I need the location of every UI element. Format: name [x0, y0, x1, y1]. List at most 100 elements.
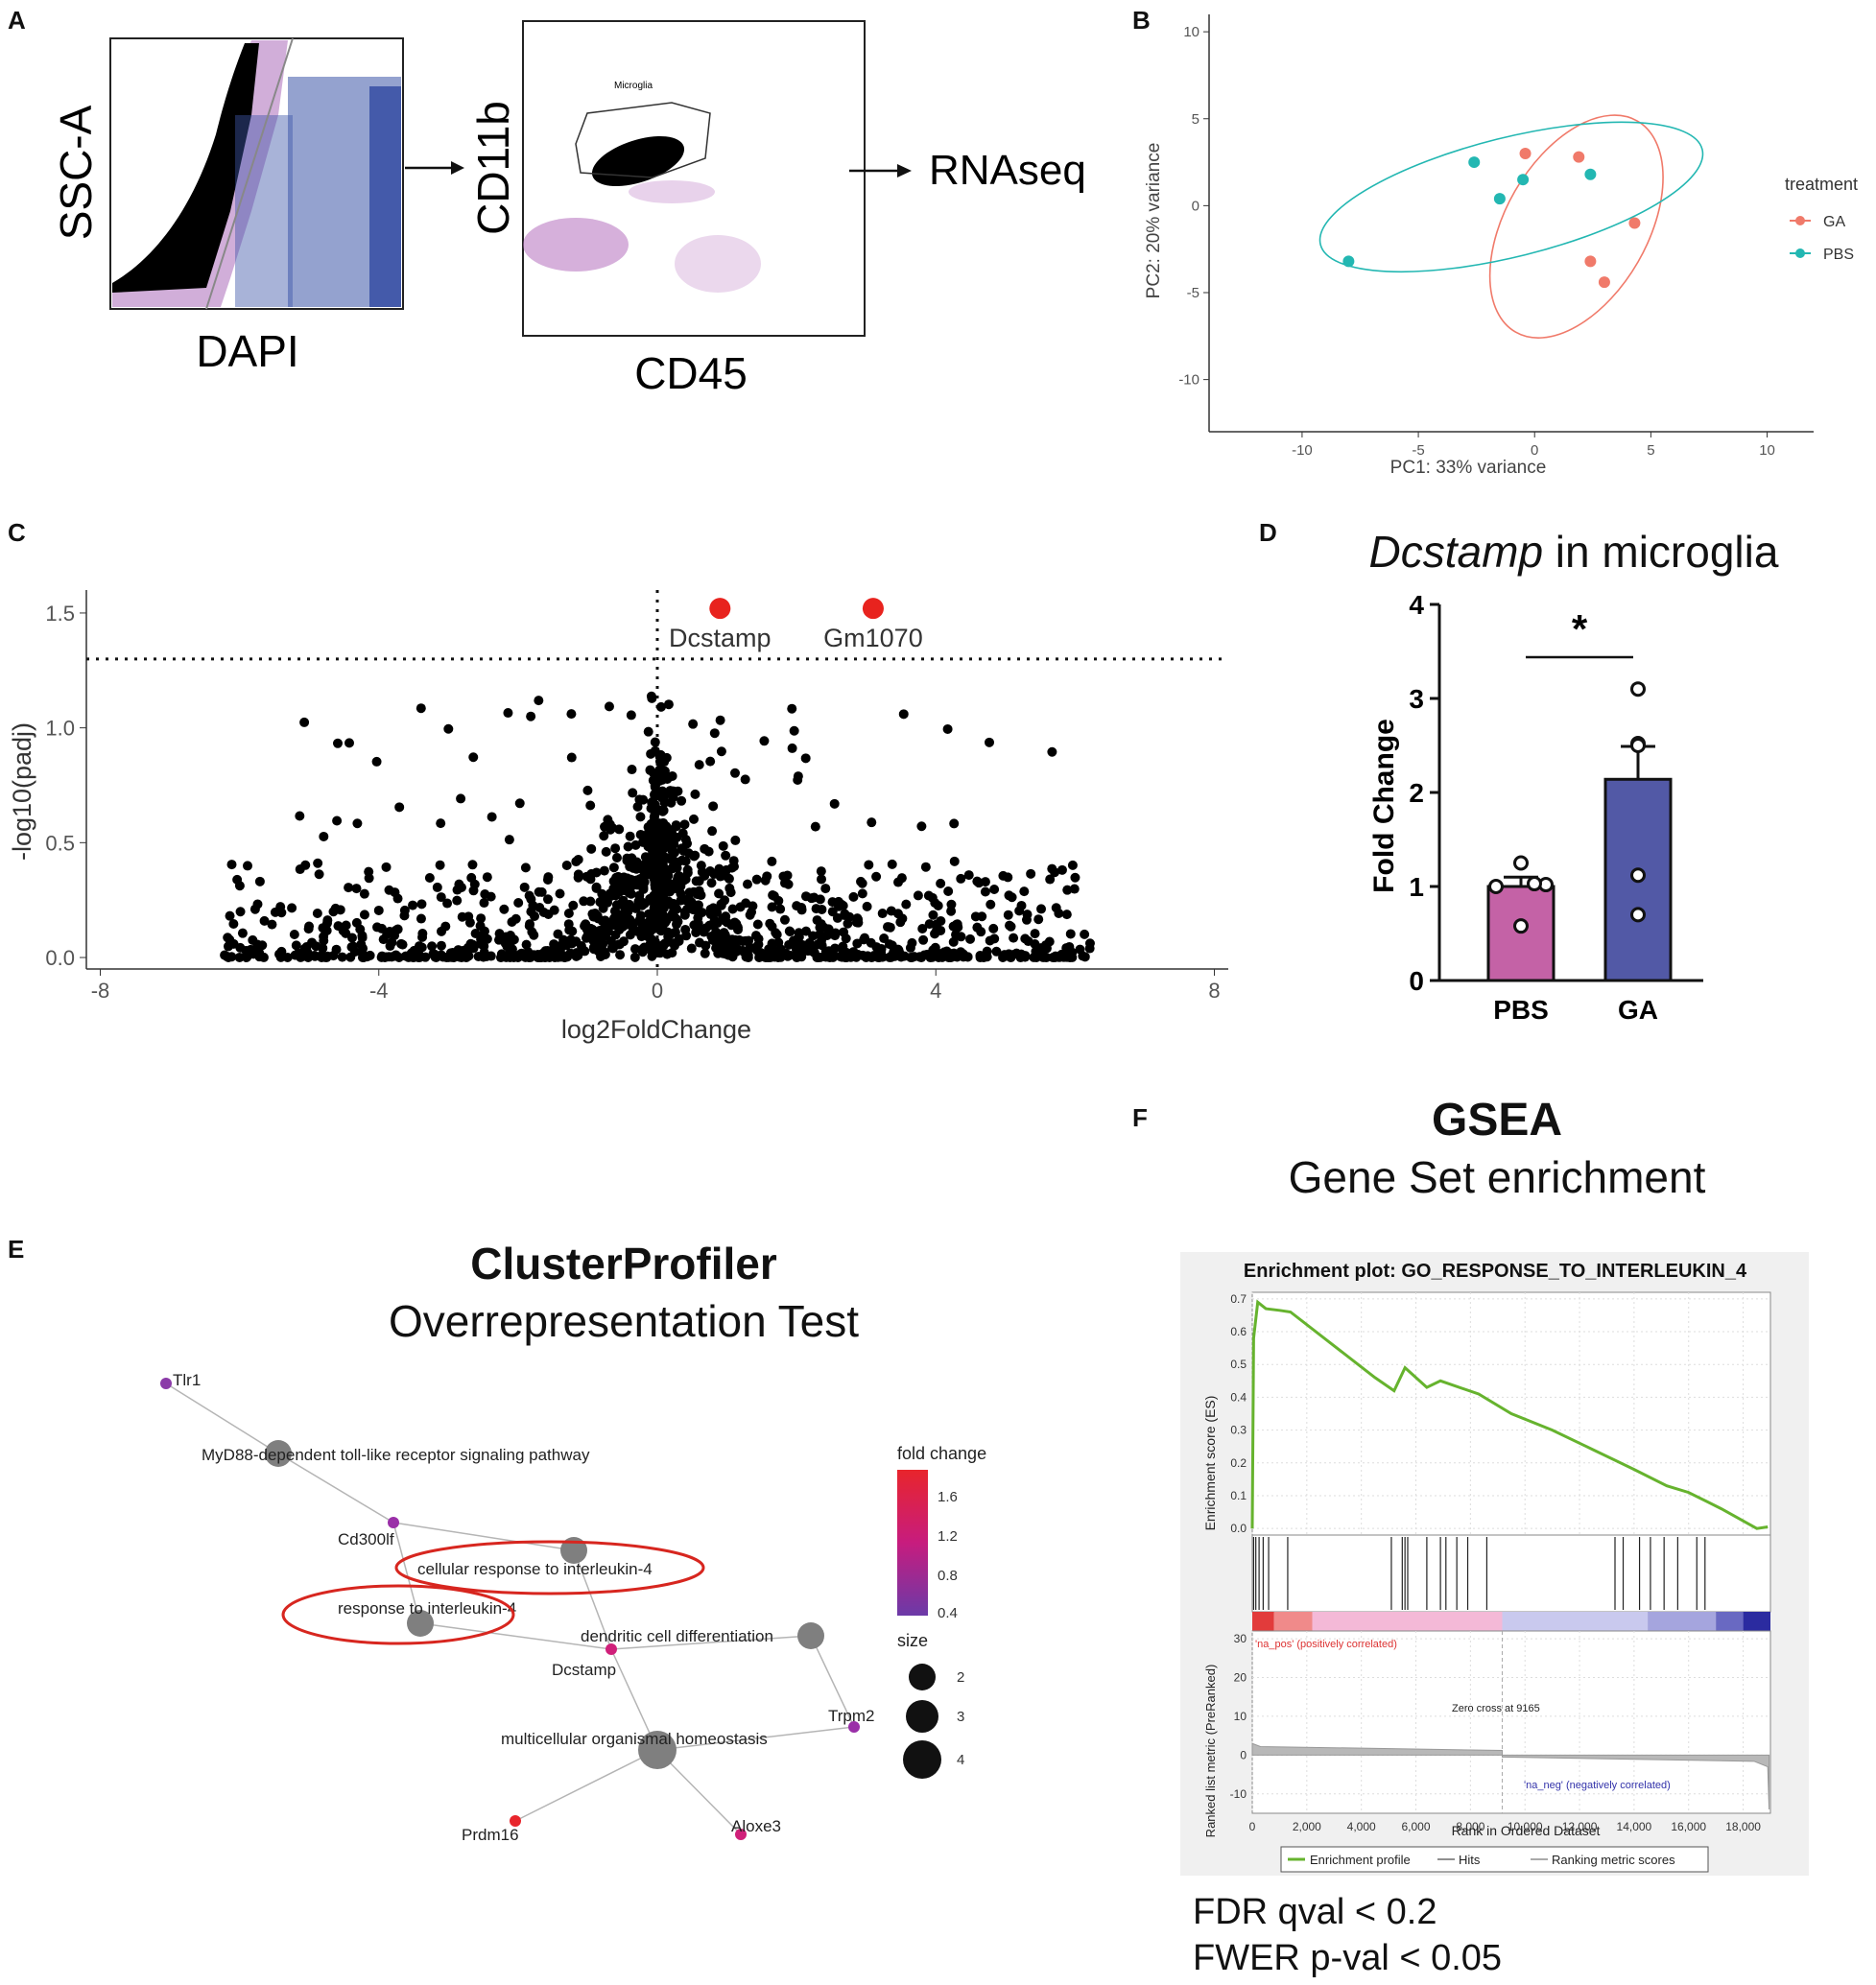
volcano-point: [1040, 940, 1051, 951]
pca-axes: -10 -5 0 5 10 10 5 0 -5 -10: [1178, 14, 1814, 459]
clusterprofiler-title: ClusterProfiler: [470, 1239, 777, 1288]
volcano-point: [706, 878, 717, 888]
dcstamp-title: Dcstamp in microglia: [1324, 526, 1823, 578]
volcano-point: [680, 874, 691, 885]
volcano-y-tick-label: 0.0: [45, 946, 75, 970]
bar-x-label-ga: GA: [1618, 995, 1658, 1025]
volcano-point: [654, 863, 665, 873]
volcano-point: [658, 888, 669, 899]
volcano-point: [514, 798, 525, 809]
volcano-point: [610, 930, 621, 940]
volcano-point: [635, 812, 646, 822]
gsea-rank-area: [1251, 1742, 1770, 1809]
volcano-point: [930, 898, 940, 909]
volcano-point: [487, 812, 497, 822]
volcano-point: [600, 949, 610, 959]
dapi-plot-ylabel: SSC-A: [51, 105, 101, 240]
volcano-point: [682, 904, 693, 914]
volcano-point: [364, 866, 374, 877]
cnet-label-tlr1: Tlr1: [173, 1371, 201, 1389]
gsea-legend-es: Enrichment profile: [1310, 1853, 1411, 1867]
pca-x-tick-label: 10: [1759, 442, 1775, 459]
volcano-point: [436, 892, 446, 903]
volcano-point: [664, 833, 675, 843]
dcstamp-title-rest: in microglia: [1543, 527, 1779, 577]
volcano-point: [670, 902, 680, 912]
cnet-label-myd88: MyD88-dependent toll-like receptor signa…: [202, 1446, 590, 1464]
volcano-point: [718, 840, 728, 851]
volcano-point: [861, 952, 871, 962]
volcano-point: [330, 903, 341, 913]
volcano-point: [877, 909, 888, 919]
volcano-point: [871, 871, 882, 882]
size-legend-circle-3: [906, 1700, 938, 1733]
volcano-point: [775, 952, 786, 962]
gsea-band-segment: [1312, 1612, 1503, 1631]
volcano-point: [645, 925, 655, 935]
volcano-point: [718, 913, 728, 924]
cnet-label-cd300lf: Cd300lf: [338, 1530, 394, 1548]
dapi-gate-line: [205, 37, 294, 310]
panel-label-c: C: [8, 518, 26, 547]
volcano-y-tick-label: 0.5: [45, 831, 75, 855]
volcano-point: [657, 821, 668, 832]
volcano-point: [848, 891, 859, 902]
volcano-point: [237, 928, 248, 938]
volcano-point: [965, 933, 976, 944]
volcano-sig-point-dcstamp: [709, 598, 731, 620]
pca-point-pbs: [1342, 255, 1355, 268]
volcano-point: [752, 919, 763, 930]
volcano-point: [751, 874, 762, 885]
volcano-point: [1045, 874, 1056, 885]
volcano-sig-label-gm1070: Gm1070: [823, 624, 923, 652]
volcano-point: [730, 835, 741, 845]
volcano-point: [982, 952, 992, 962]
volcano-point: [359, 910, 369, 920]
volcano-point: [1047, 863, 1057, 874]
volcano-point: [503, 708, 513, 719]
volcano-point: [619, 879, 629, 889]
volcano-point: [667, 845, 677, 856]
gsea-es-tick-label: 0.7: [1230, 1292, 1247, 1306]
volcano-point: [815, 952, 825, 962]
volcano-point: [499, 904, 510, 914]
volcano-point: [226, 860, 237, 870]
volcano-point: [671, 821, 681, 832]
volcano-point: [659, 797, 670, 808]
volcano-point: [663, 896, 674, 907]
volcano-point: [721, 850, 731, 861]
volcano-point: [650, 810, 660, 820]
fc-tick-2: 1.2: [938, 1528, 958, 1545]
pca-points: [1342, 148, 1641, 289]
volcano-point: [442, 898, 453, 909]
gsea-x-tick-label: 10,000: [1508, 1820, 1543, 1833]
volcano-point: [303, 924, 314, 934]
volcano-point: [291, 940, 301, 951]
bar-axes: 0 1 2 3 4 PBS GA: [1409, 590, 1703, 1025]
volcano-point: [655, 764, 666, 774]
gsea-subtitle: Gene Set enrichment: [1288, 1152, 1706, 1202]
cnet-gene-prdm16: [510, 1815, 521, 1827]
gsea-es-tick-label: 0.1: [1230, 1489, 1247, 1502]
volcano-point: [300, 860, 311, 870]
volcano-point: [1009, 933, 1019, 943]
bar-y-tick-label: 0: [1409, 966, 1424, 996]
gsea-x-tick-label: 14,000: [1617, 1820, 1652, 1833]
volcano-point: [936, 878, 946, 888]
volcano-point: [907, 953, 917, 963]
microglia-gate: [575, 102, 711, 178]
volcano-point: [436, 940, 446, 951]
panel-label-f: F: [1132, 1103, 1148, 1132]
bar-y-tick-label: 1: [1409, 872, 1424, 902]
volcano-point: [301, 942, 312, 953]
volcano-point: [341, 920, 351, 931]
cnet-label-aloxe3: Aloxe3: [731, 1817, 781, 1835]
cnet-gene-aloxe3: [735, 1829, 747, 1840]
volcano-point: [677, 855, 687, 865]
volcano-point: [259, 915, 270, 926]
volcano-point: [602, 892, 612, 903]
volcano-point: [970, 911, 981, 922]
volcano-point: [655, 943, 666, 954]
cnet-label-dcstamp: Dcstamp: [552, 1661, 616, 1679]
pca-y-tick-label: 0: [1192, 198, 1199, 214]
